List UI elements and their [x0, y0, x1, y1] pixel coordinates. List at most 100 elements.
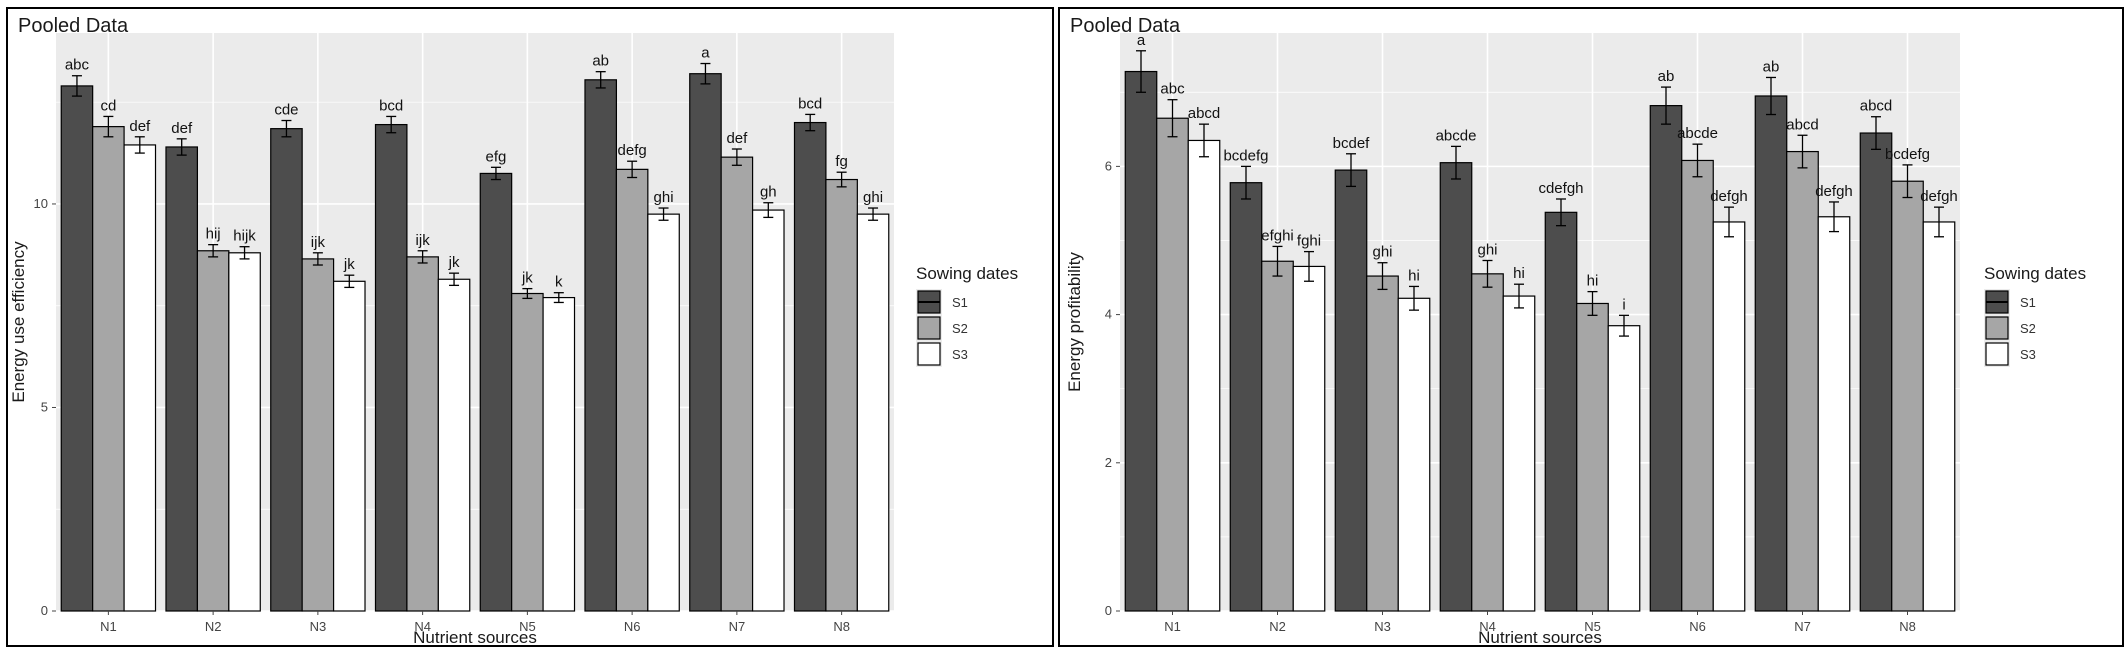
- bar-s3-n2: [1292, 265, 1326, 612]
- x-tick-label: N4: [1479, 619, 1496, 634]
- significance-label: ghi: [1372, 244, 1392, 261]
- bar-s1-n6: [584, 79, 618, 612]
- significance-label: efg: [486, 148, 507, 165]
- bar-s1-n5: [479, 172, 513, 612]
- significance-label: cde: [274, 102, 298, 119]
- significance-label: defgh: [1710, 188, 1748, 205]
- bar-s1-n6: [1649, 105, 1683, 612]
- bar-s2-n5: [1576, 302, 1609, 612]
- x-axis-title: Nutrient sources: [413, 628, 537, 645]
- legend-label-s2: S2: [2020, 321, 2036, 336]
- chart-title: Pooled Data: [1070, 15, 1181, 37]
- bar-s1-n3: [270, 128, 303, 612]
- bar-s2-n7: [1786, 150, 1819, 612]
- x-tick-label: N7: [1794, 619, 1811, 634]
- significance-label: ab: [1763, 58, 1780, 75]
- bar-s3-n3: [1397, 297, 1431, 612]
- bar-s1-n2: [1229, 182, 1263, 612]
- y-tick-label: 10: [34, 196, 48, 211]
- significance-label: defgh: [1815, 183, 1853, 200]
- y-tick-label: 0: [41, 603, 48, 618]
- legend-swatch-s2: [917, 316, 941, 340]
- bar-s2-n6: [1681, 159, 1714, 612]
- significance-label: gh: [760, 184, 777, 201]
- x-tick-label: N1: [1164, 619, 1181, 634]
- legend-label-s1: S1: [952, 295, 968, 310]
- x-tick-label: N2: [1269, 619, 1286, 634]
- bar-s2-n1: [92, 126, 125, 612]
- significance-label: jk: [343, 256, 355, 273]
- bar-s2-n8: [825, 178, 858, 612]
- bar-s3-n5: [1607, 325, 1641, 612]
- bar-s3-n6: [647, 213, 680, 612]
- bar-s1-n1: [1124, 70, 1158, 612]
- bar-s3-n8: [1922, 221, 1956, 612]
- y-tick-label: 4: [1105, 307, 1112, 322]
- bar-s3-n1: [123, 144, 157, 612]
- bar-s3-n5: [542, 296, 576, 612]
- y-axis-title: Energy profitability: [1065, 252, 1084, 392]
- significance-label: bcdefg: [1223, 147, 1268, 164]
- bar-s2-n5: [511, 292, 544, 612]
- x-tick-label: N4: [414, 619, 431, 634]
- bar-s1-n4: [1439, 162, 1473, 612]
- bar-s3-n7: [1817, 216, 1851, 612]
- bar-s3-n4: [1502, 295, 1536, 612]
- legend-swatch-s2: [1985, 316, 2009, 340]
- significance-label: hij: [206, 226, 221, 243]
- x-tick-label: N5: [1584, 619, 1601, 634]
- bar-s1-n8: [793, 121, 827, 612]
- x-axis-title: Nutrient sources: [1478, 628, 1602, 645]
- bar-s2-n3: [1366, 275, 1399, 612]
- significance-label: abc: [1160, 81, 1185, 98]
- significance-label: abcde: [1436, 127, 1477, 144]
- significance-label: bcd: [798, 95, 822, 112]
- bar-s2-n1: [1156, 117, 1189, 612]
- significance-label: bcdef: [1333, 135, 1371, 152]
- significance-label: ghi: [863, 189, 883, 206]
- chart-panel-energy-use-efficiency: Pooled Data 0 5 10 abc cd def N1 def hij hijk N2 cde…: [6, 7, 1054, 647]
- bar-s2-n3: [301, 258, 335, 612]
- significance-label: i: [1622, 296, 1625, 313]
- y-tick-label: 2: [1105, 455, 1112, 470]
- bar-s2-n7: [720, 156, 754, 612]
- significance-label: bcd: [379, 97, 403, 114]
- bar-s1-n7: [1754, 95, 1788, 612]
- bar-s2-n4: [406, 256, 439, 612]
- y-tick-label: 0: [1105, 603, 1112, 618]
- chart-panel-energy-profitability: Pooled Data 0 2 4 6 a abc abcd N1 bcdefg efghi fghi…: [1058, 7, 2124, 647]
- bar-s2-n6: [615, 168, 649, 612]
- bar-s1-n1: [60, 85, 94, 612]
- significance-label: ghi: [654, 189, 674, 206]
- bar-s3-n3: [332, 280, 366, 612]
- significance-label: k: [555, 274, 563, 291]
- legend-title: Sowing dates: [916, 264, 1018, 283]
- significance-label: ijk: [311, 234, 326, 251]
- legend-label-s2: S2: [952, 321, 968, 336]
- bar-s1-n4: [374, 123, 408, 612]
- significance-label: a: [701, 45, 710, 62]
- x-tick-label: N3: [310, 619, 327, 634]
- bar-s1-n7: [689, 73, 722, 612]
- significance-label: defg: [618, 142, 647, 159]
- bar-s3-n1: [1187, 139, 1221, 612]
- x-tick-label: N6: [624, 619, 641, 634]
- x-tick-label: N1: [100, 619, 117, 634]
- significance-label: abc: [65, 57, 90, 74]
- bar-s2-n2: [196, 250, 230, 612]
- bar-s3-n7: [751, 209, 785, 612]
- bar-s3-n8: [856, 213, 890, 612]
- significance-label: abcd: [1786, 116, 1819, 133]
- significance-label: fghi: [1297, 233, 1321, 250]
- legend-label-s3: S3: [952, 347, 968, 362]
- bar-s1-n5: [1544, 211, 1578, 612]
- significance-label: ab: [592, 53, 609, 70]
- chart-title: Pooled Data: [18, 15, 129, 37]
- significance-label: efghi: [1261, 227, 1294, 244]
- bar-s3-n4: [437, 278, 471, 612]
- significance-label: cdefgh: [1538, 180, 1583, 197]
- y-axis-title: Energy use efficiency: [9, 241, 28, 403]
- x-tick-label: N2: [205, 619, 222, 634]
- x-tick-label: N8: [1899, 619, 1916, 634]
